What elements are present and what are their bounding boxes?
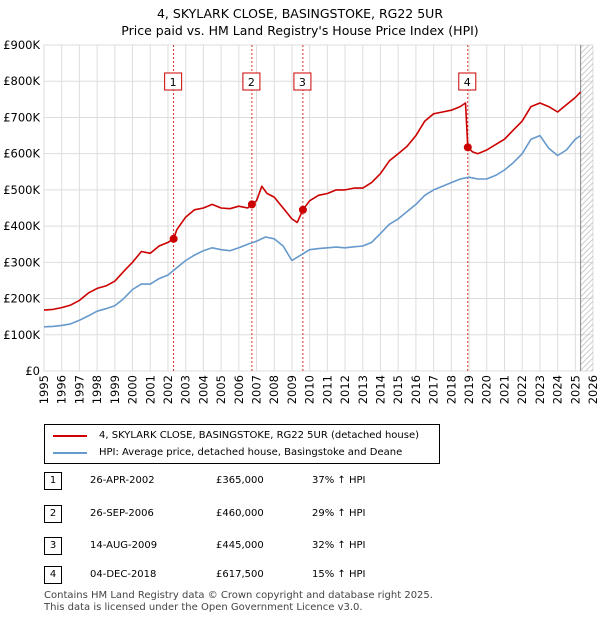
price-chart: 1 2 3 4 £0 £100K £200K £300K £400K £500K £600K £70… bbox=[3, 38, 600, 404]
forecast-region bbox=[580, 45, 593, 371]
sale-box-label: 1 bbox=[170, 76, 177, 89]
x-tick-label: 2022 bbox=[515, 375, 529, 404]
legend-item-hpi: HPI: Average price, detached house, Basi… bbox=[53, 447, 402, 458]
footer-license: This data is licensed under the Open Gov… bbox=[44, 602, 363, 613]
x-tick-label: 1996 bbox=[55, 375, 69, 404]
sale-row: 2 26-SEP-2006 £460,000 29% ↑ HPI bbox=[44, 505, 444, 523]
x-tick-label: 2016 bbox=[409, 375, 423, 404]
series-line-property bbox=[43, 91, 582, 311]
x-tick-label: 2019 bbox=[462, 375, 476, 404]
legend-item-property: 4, SKYLARK CLOSE, BASINGSTOKE, RG22 5UR … bbox=[53, 430, 419, 441]
x-tick-label: 2024 bbox=[551, 375, 565, 404]
legend-swatch-hpi bbox=[53, 451, 87, 454]
sale-marker bbox=[463, 143, 472, 152]
y-tick-label: £800K bbox=[3, 74, 40, 88]
x-tick-label: 2026 bbox=[586, 375, 600, 404]
y-tick-label: £200K bbox=[3, 292, 40, 306]
sale-row: 1 26-APR-2002 £365,000 37% ↑ HPI bbox=[44, 472, 444, 490]
series-lines bbox=[43, 91, 582, 328]
x-tick-label: 2014 bbox=[373, 375, 387, 404]
sale-row: 3 14-AUG-2009 £445,000 32% ↑ HPI bbox=[44, 537, 444, 555]
sale-price: £617,500 bbox=[216, 569, 264, 580]
x-tick-label: 2001 bbox=[143, 375, 157, 404]
y-tick-label: £300K bbox=[3, 255, 40, 269]
footer-copyright: Contains HM Land Registry data © Crown c… bbox=[44, 590, 433, 601]
sale-hpi-change: 37% ↑ HPI bbox=[312, 475, 366, 486]
sale-hpi-change: 29% ↑ HPI bbox=[312, 508, 366, 519]
sale-date: 26-APR-2002 bbox=[90, 475, 155, 486]
y-tick-label: £100K bbox=[3, 328, 40, 342]
sale-marker bbox=[247, 200, 256, 209]
sale-box-label: 3 bbox=[299, 76, 306, 89]
x-tick-label: 2007 bbox=[250, 375, 264, 404]
sale-marker bbox=[298, 205, 307, 214]
x-tick-labels: 1995 1996 1997 1998 1999 2000 2001 2002 2003 2004… bbox=[37, 375, 600, 404]
sale-box bbox=[458, 72, 477, 91]
grid bbox=[43, 44, 594, 372]
sale-price: £460,000 bbox=[216, 508, 264, 519]
x-tick-label: 2011 bbox=[320, 375, 334, 404]
x-tick-label: 2020 bbox=[480, 375, 494, 404]
x-tick-label: 2008 bbox=[267, 375, 281, 404]
x-tick-label: 2004 bbox=[196, 375, 210, 404]
sale-price: £445,000 bbox=[216, 540, 264, 551]
x-tick-label: 2003 bbox=[179, 375, 193, 404]
x-tick-label: 2006 bbox=[232, 375, 246, 404]
chart-subtitle: Price paid vs. HM Land Registry's House … bbox=[121, 23, 479, 38]
sale-box-label: 4 bbox=[464, 76, 471, 89]
y-tick-label: £700K bbox=[3, 110, 40, 124]
sale-box bbox=[242, 72, 261, 91]
sale-hpi-change: 32% ↑ HPI bbox=[312, 540, 366, 551]
x-tick-label: 2017 bbox=[427, 375, 441, 404]
x-tick-label: 2018 bbox=[444, 375, 458, 404]
x-tick-label: 2023 bbox=[533, 375, 547, 404]
y-tick-label: £900K bbox=[3, 38, 40, 52]
legend: 4, SKYLARK CLOSE, BASINGSTOKE, RG22 5UR … bbox=[44, 424, 440, 464]
x-tick-label: 1997 bbox=[72, 375, 86, 404]
x-tick-label: 2015 bbox=[391, 375, 405, 404]
sale-hpi-change: 15% ↑ HPI bbox=[312, 569, 366, 580]
legend-label-hpi: HPI: Average price, detached house, Basi… bbox=[99, 447, 403, 458]
sale-price: £365,000 bbox=[216, 475, 264, 486]
sale-number: 2 bbox=[44, 505, 62, 523]
legend-label-property: 4, SKYLARK CLOSE, BASINGSTOKE, RG22 5UR … bbox=[99, 430, 420, 441]
plot-area bbox=[43, 44, 594, 372]
y-tick-label: £400K bbox=[3, 219, 40, 233]
sale-box-label: 2 bbox=[248, 76, 255, 89]
sale-marker bbox=[169, 234, 178, 243]
forecast-hatch bbox=[580, 45, 593, 371]
sale-labels: 1 2 3 4 bbox=[164, 72, 477, 91]
series-line-hpi bbox=[43, 134, 582, 328]
x-tick-label: 2021 bbox=[497, 375, 511, 404]
x-tick-label: 2010 bbox=[303, 375, 317, 404]
sale-date: 04-DEC-2018 bbox=[90, 569, 157, 580]
x-tick-label: 1995 bbox=[37, 375, 51, 404]
x-tick-label: 2012 bbox=[338, 375, 352, 404]
legend-swatch-property bbox=[53, 434, 87, 437]
sale-number: 3 bbox=[44, 537, 62, 555]
x-tick-label: 1999 bbox=[108, 375, 122, 404]
sale-row: 4 04-DEC-2018 £617,500 15% ↑ HPI bbox=[44, 566, 444, 584]
sale-markers bbox=[169, 143, 472, 243]
x-tick-label: 1998 bbox=[90, 375, 104, 404]
sale-date: 14-AUG-2009 bbox=[90, 540, 158, 551]
y-tick-labels: £0 £100K £200K £300K £400K £500K £600K £700K £80… bbox=[3, 38, 40, 378]
sale-box bbox=[164, 72, 183, 91]
sale-number: 4 bbox=[44, 566, 62, 584]
x-tick-label: 2002 bbox=[161, 375, 175, 404]
x-tick-label: 2005 bbox=[214, 375, 228, 404]
sale-box bbox=[293, 72, 312, 91]
x-tick-label: 2013 bbox=[356, 375, 370, 404]
sale-date: 26-SEP-2006 bbox=[90, 508, 154, 519]
y-tick-label: £500K bbox=[3, 183, 40, 197]
footer: Contains HM Land Registry data © Crown c… bbox=[44, 590, 433, 614]
chart-title: 4, SKYLARK CLOSE, BASINGSTOKE, RG22 5UR bbox=[156, 6, 444, 21]
x-tick-label: 2009 bbox=[285, 375, 299, 404]
y-tick-label: £0 bbox=[25, 364, 40, 378]
y-tick-label: £600K bbox=[3, 147, 40, 161]
x-tick-label: 2000 bbox=[126, 375, 140, 404]
sale-number: 1 bbox=[44, 472, 62, 490]
x-tick-label: 2025 bbox=[568, 375, 582, 404]
